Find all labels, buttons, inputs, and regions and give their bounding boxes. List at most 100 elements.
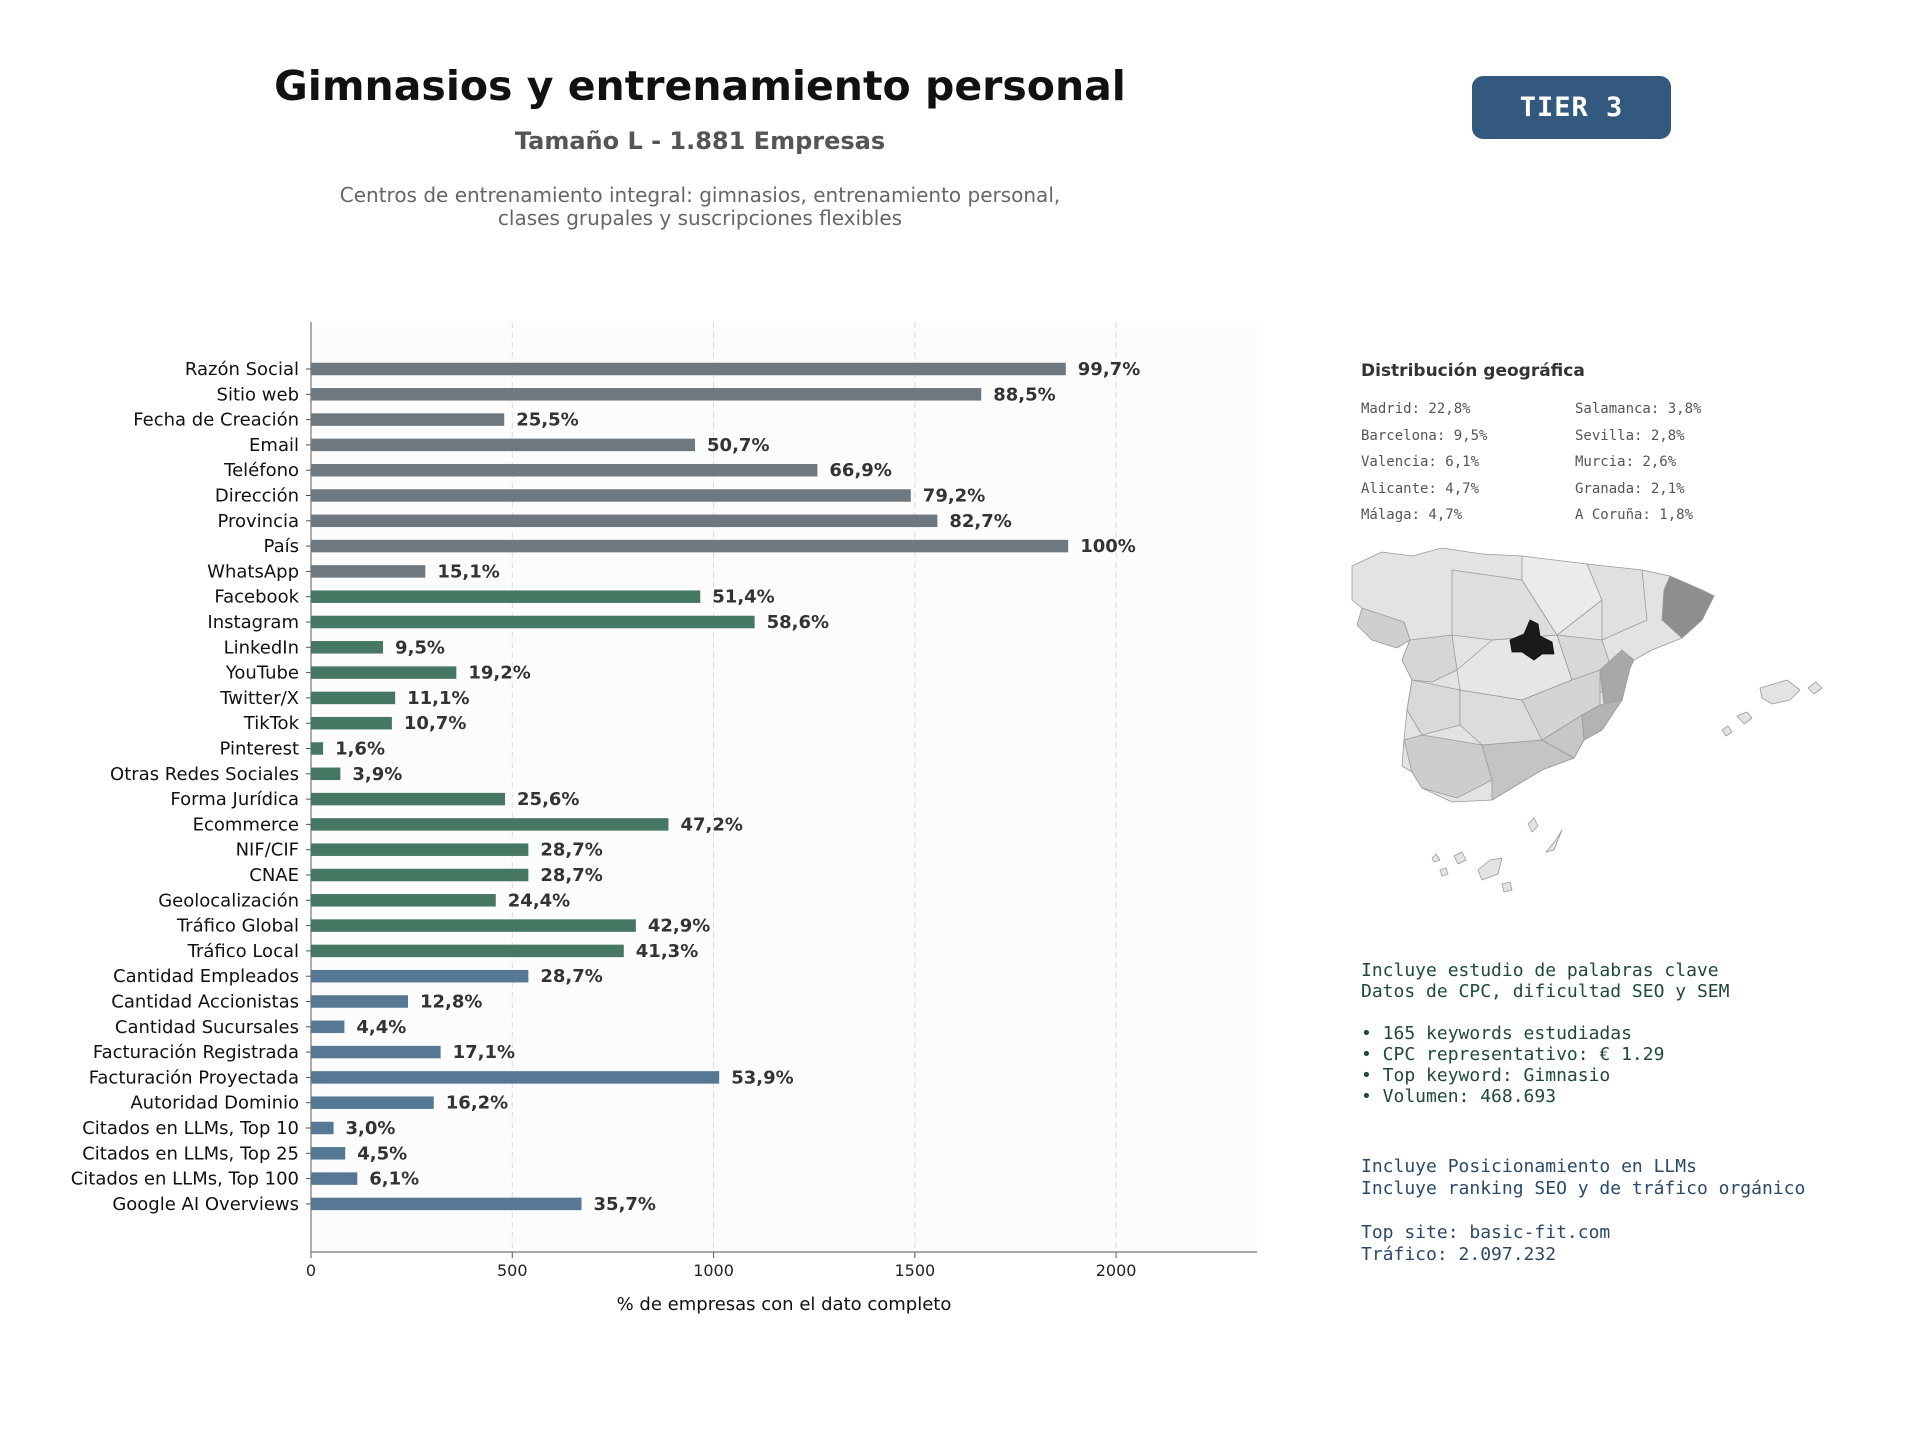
data-label: 28,7% bbox=[540, 966, 602, 987]
map-island bbox=[1807, 681, 1823, 695]
geo-item: Sevilla: 2,8% bbox=[1575, 427, 1685, 444]
category-label: CNAE bbox=[249, 865, 299, 886]
llm-line: Incluye Posicionamiento en LLMs bbox=[1361, 1156, 1697, 1177]
x-tick-label: 2000 bbox=[1096, 1261, 1137, 1280]
llm-info: Incluye Posicionamiento en LLMs Incluye r… bbox=[1361, 1156, 1805, 1266]
category-label: Teléfono bbox=[223, 460, 299, 481]
bar bbox=[311, 944, 624, 958]
bar bbox=[311, 843, 529, 856]
category-label: Cantidad Sucursales bbox=[115, 1017, 299, 1038]
map-madrid bbox=[1509, 619, 1555, 661]
bar bbox=[311, 716, 392, 730]
bar bbox=[311, 1121, 334, 1135]
spain-map bbox=[1351, 547, 1823, 893]
bar bbox=[311, 388, 982, 401]
category-label: Twitter/X bbox=[219, 688, 299, 709]
geo-item: Valencia: 6,1% bbox=[1361, 454, 1480, 470]
category-label: Facturación Proyectada bbox=[89, 1067, 299, 1088]
bar bbox=[311, 1045, 441, 1059]
category-label: Provincia bbox=[217, 511, 299, 532]
geo-item: Málaga: 4,7% bbox=[1361, 507, 1463, 523]
bar bbox=[311, 818, 669, 831]
bar bbox=[311, 1096, 434, 1109]
data-label: 47,2% bbox=[680, 814, 742, 835]
bar bbox=[311, 1147, 346, 1160]
data-label: 17,1% bbox=[453, 1042, 515, 1063]
map-island bbox=[1501, 881, 1513, 893]
x-tick-label: 1000 bbox=[693, 1261, 734, 1280]
category-label: Tráfico Local bbox=[187, 941, 299, 962]
geo-item: A Coruña: 1,8% bbox=[1575, 507, 1694, 523]
data-label: 12,8% bbox=[420, 992, 482, 1013]
x-tick-label: 500 bbox=[497, 1261, 528, 1280]
geo-item: Salamanca: 3,8% bbox=[1575, 401, 1702, 417]
category-label: YouTube bbox=[225, 663, 299, 684]
data-label: 4,4% bbox=[356, 1017, 406, 1038]
category-label: LinkedIn bbox=[224, 637, 299, 658]
category-label: Cantidad Empleados bbox=[113, 966, 299, 987]
category-label: Email bbox=[249, 435, 299, 456]
data-label: 88,5% bbox=[993, 384, 1055, 405]
data-label: 25,6% bbox=[517, 789, 579, 810]
bar bbox=[311, 463, 818, 477]
category-label: Razón Social bbox=[185, 359, 299, 380]
category-label: Instagram bbox=[207, 612, 299, 633]
category-label: Otras Redes Sociales bbox=[110, 764, 299, 785]
map-island bbox=[1431, 853, 1441, 863]
llm-line: Incluye ranking SEO y de tráfico orgánic… bbox=[1361, 1178, 1806, 1199]
bar bbox=[311, 413, 505, 426]
category-label: Forma Jurídica bbox=[170, 789, 299, 810]
keywords-bullet: • CPC representativo: € 1.29 bbox=[1361, 1044, 1665, 1065]
map-island bbox=[1453, 851, 1467, 865]
data-label: 19,2% bbox=[468, 663, 530, 684]
keywords-bullet: • Volumen: 468.693 bbox=[1361, 1086, 1557, 1107]
bar bbox=[311, 615, 755, 629]
data-label: 28,7% bbox=[540, 840, 602, 861]
data-label: 1,6% bbox=[335, 739, 385, 760]
data-label: 10,7% bbox=[404, 713, 466, 734]
data-label: 6,1% bbox=[369, 1169, 419, 1190]
bar bbox=[311, 1197, 582, 1211]
data-label: 15,1% bbox=[437, 561, 499, 582]
map-region bbox=[1586, 563, 1648, 641]
keywords-bullet: • Top keyword: Gimnasio bbox=[1361, 1065, 1611, 1086]
map-region bbox=[1521, 669, 1601, 741]
category-label: Autoridad Dominio bbox=[130, 1093, 299, 1114]
map-region bbox=[1521, 555, 1603, 636]
x-axis-title: % de empresas con el dato completo bbox=[617, 1294, 952, 1315]
page-title: Gimnasios y entrenamiento personal bbox=[274, 62, 1126, 110]
bar bbox=[311, 514, 938, 528]
data-label: 25,5% bbox=[516, 410, 578, 431]
map-island bbox=[1477, 857, 1503, 881]
category-label: Fecha de Creación bbox=[133, 410, 299, 431]
keywords-line: Datos de CPC, dificultad SEO y SEM bbox=[1361, 981, 1730, 1002]
data-label: 58,6% bbox=[767, 612, 829, 633]
page-description: Centros de entrenamiento integral: gimna… bbox=[180, 184, 1220, 230]
data-label: 51,4% bbox=[712, 587, 774, 608]
x-tick-label: 1500 bbox=[894, 1261, 935, 1280]
keywords-line: Incluye estudio de palabras clave bbox=[1361, 960, 1719, 981]
bar bbox=[311, 691, 396, 705]
bar-chart: 0 500 1000 1500 2000 Razón Social 99,7% Sitio w… bbox=[71, 322, 1257, 1315]
bar bbox=[311, 969, 529, 983]
description-line: clases grupales y suscripciones flexible… bbox=[497, 206, 903, 230]
data-label: 41,3% bbox=[636, 941, 698, 962]
bar bbox=[311, 742, 324, 755]
bar bbox=[311, 438, 696, 452]
category-label: Geolocalización bbox=[158, 890, 299, 911]
data-label: 35,7% bbox=[594, 1194, 656, 1215]
data-label: 99,7% bbox=[1078, 359, 1140, 380]
category-label: Facturación Registrada bbox=[93, 1042, 299, 1063]
geo-item: Murcia: 2,6% bbox=[1575, 454, 1677, 470]
category-label: Dirección bbox=[215, 486, 299, 507]
category-label: NIF/CIF bbox=[236, 840, 299, 861]
map-island bbox=[1527, 817, 1539, 833]
category-label: Tráfico Global bbox=[176, 916, 299, 937]
data-label: 3,0% bbox=[346, 1118, 396, 1139]
bar bbox=[311, 362, 1066, 376]
data-label: 9,5% bbox=[395, 637, 445, 658]
bar bbox=[311, 641, 384, 654]
map-region bbox=[1406, 679, 1461, 736]
description-line: Centros de entrenamiento integral: gimna… bbox=[339, 183, 1061, 207]
bar bbox=[311, 767, 341, 781]
